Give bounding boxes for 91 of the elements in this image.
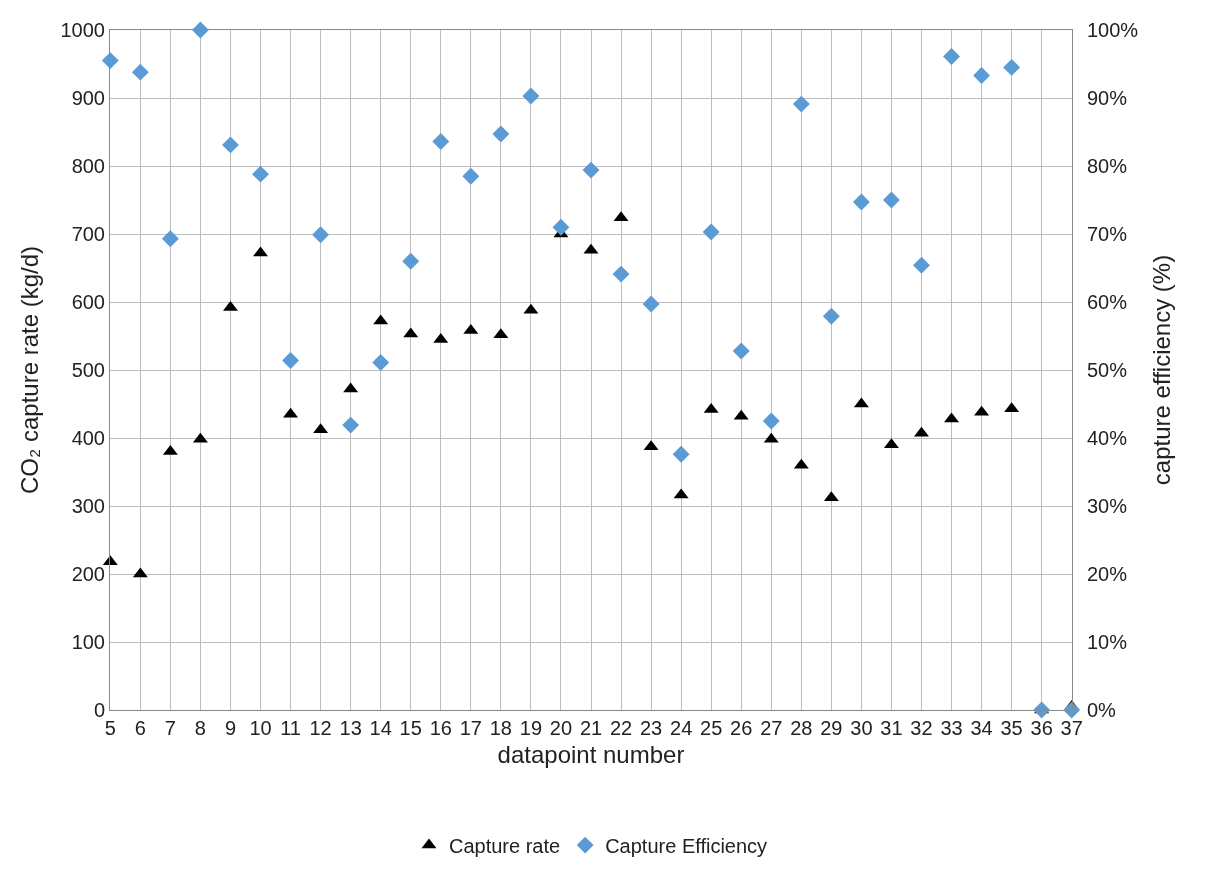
x-tick-label: 25 (700, 717, 723, 739)
x-tick-label: 10 (249, 717, 272, 739)
x-tick-label: 28 (790, 717, 813, 739)
x-tick-label: 22 (609, 717, 633, 739)
point (732, 342, 750, 360)
y2-tick-label: 10% (1087, 631, 1128, 653)
x-tick-label: 16 (429, 717, 452, 739)
x-tick-label: 26 (730, 717, 753, 739)
x-tick-label: 17 (459, 717, 482, 739)
y-tick-label: 400 (71, 427, 105, 449)
x-tick-label: 33 (940, 717, 963, 739)
x-tick-label: 35 (1000, 717, 1023, 739)
legend-label: Capture Efficiency (605, 834, 768, 857)
point (492, 125, 510, 143)
x-tick-label: 36 (1030, 717, 1053, 739)
y2-axis-title: capture efficiency (%) (1147, 254, 1175, 486)
point (552, 218, 570, 236)
y-tick-label: 1000 (60, 19, 105, 41)
x-tick-label: 9 (224, 717, 237, 739)
y2-tick-label: 40% (1087, 427, 1128, 449)
y-tick-label: 100 (71, 631, 105, 653)
y-tick-label: 0 (93, 699, 105, 721)
x-tick-label: 8 (194, 717, 206, 739)
point (312, 226, 330, 244)
x-tick-label: 37 (1060, 717, 1083, 739)
y-tick-label: 700 (71, 223, 105, 245)
point (852, 193, 870, 211)
point (822, 307, 840, 325)
y2-tick-label: 20% (1087, 563, 1128, 585)
point (161, 230, 179, 248)
y-tick-label: 900 (71, 87, 105, 109)
x-tick-label: 29 (820, 717, 843, 739)
x-tick-label: 5 (104, 717, 116, 739)
x-tick-label: 14 (369, 717, 392, 739)
x-tick-label: 21 (579, 717, 603, 739)
y-tick-label: 600 (71, 291, 105, 313)
point (882, 191, 900, 209)
y2-tick-label: 30% (1087, 495, 1128, 517)
y2-tick-label: 80% (1087, 155, 1128, 177)
x-tick-label: 18 (489, 717, 512, 739)
point (282, 352, 300, 369)
y2-tick-label: 100% (1087, 19, 1139, 41)
point (612, 265, 630, 283)
y-tick-label: 200 (71, 563, 105, 585)
x-tick-label: 20 (549, 717, 573, 739)
point (762, 412, 780, 430)
y-axis-title: CO₂ capture rate (kg/d) (15, 245, 43, 495)
point (522, 87, 540, 105)
x-tick-label: 34 (970, 717, 993, 739)
x-tick-label: 12 (309, 717, 332, 739)
point (252, 165, 269, 183)
y-tick-label: 300 (71, 495, 105, 517)
legend-label: Capture rate (449, 834, 561, 857)
x-tick-label: 30 (850, 717, 873, 739)
point (642, 295, 660, 313)
point (1003, 58, 1021, 76)
x-tick-label: 7 (164, 717, 176, 739)
x-tick-label: 6 (134, 717, 146, 739)
point (222, 136, 239, 154)
point (402, 252, 420, 270)
x-tick-label: 24 (670, 717, 693, 739)
point (702, 223, 720, 241)
y2-tick-label: 90% (1087, 87, 1128, 109)
y-tick-label: 500 (71, 359, 105, 381)
x-tick-label: 27 (760, 717, 783, 739)
point (432, 133, 450, 150)
point (101, 52, 119, 70)
point (672, 445, 690, 463)
y-tick-label: 800 (71, 155, 105, 177)
y2-tick-label: 0% (1087, 699, 1117, 721)
x-tick-label: 19 (519, 717, 543, 739)
point (372, 354, 390, 371)
point (131, 63, 149, 81)
y2-tick-label: 70% (1087, 223, 1128, 245)
point (582, 161, 600, 179)
point (913, 256, 930, 274)
x-tick-label: 11 (280, 717, 301, 739)
x-tick-label: 31 (880, 717, 903, 739)
point (191, 21, 209, 39)
x-tick-label: 23 (639, 717, 663, 739)
x-axis-title: datapoint number (497, 741, 685, 769)
x-tick-label: 32 (910, 717, 933, 739)
point (943, 48, 960, 65)
point (462, 167, 480, 185)
point (973, 67, 991, 85)
x-tick-label: 15 (399, 717, 422, 739)
y2-tick-label: 60% (1087, 291, 1128, 313)
point (342, 416, 360, 434)
x-tick-label: 13 (339, 717, 362, 739)
point (792, 95, 810, 113)
y2-tick-label: 50% (1087, 359, 1128, 381)
